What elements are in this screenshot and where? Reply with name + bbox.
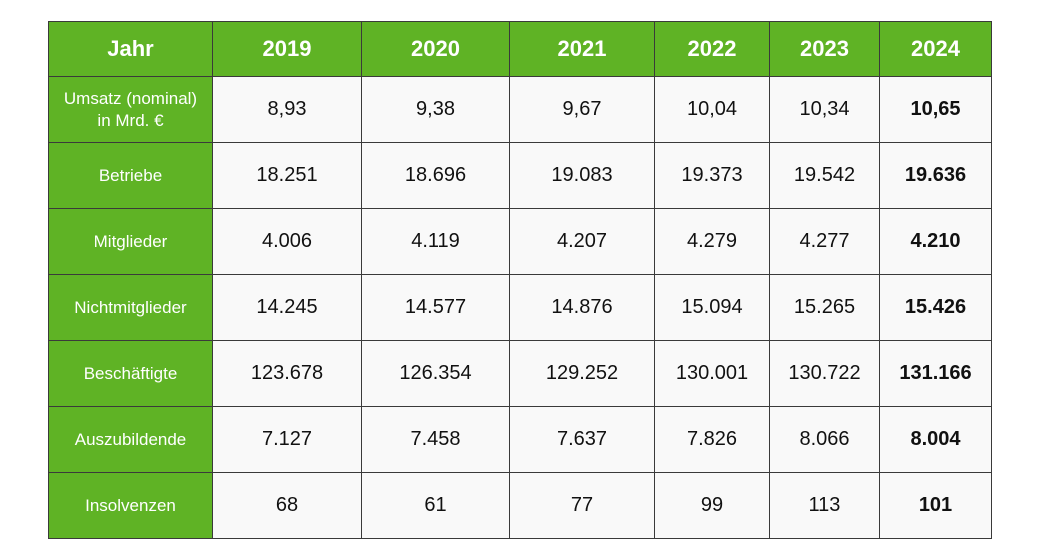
value-cell: 15.426 [879,274,992,341]
value-cell: 14.245 [212,274,362,341]
value-cell: 129.252 [509,340,655,407]
value-cell: 7.458 [361,406,510,473]
value-cell: 4.207 [509,208,655,275]
statistics-table: Jahr 2019 2020 2021 2022 2023 2024 Umsat… [48,21,992,539]
row-label-cell: Auszubildende [48,406,213,473]
table-row: Umsatz (nominal) in Mrd. €8,93 9,38 9,67 10,… [48,76,992,143]
value-cell: 7.826 [654,406,770,473]
table-row: Mitglieder 4.006 4.119 4.207 4.279 4.277 4.210 [48,208,992,275]
value-cell: 14.876 [509,274,655,341]
header-cell-year: 2020 [361,21,510,77]
row-label-cell: Umsatz (nominal) in Mrd. € [48,76,213,143]
header-cell-label: Jahr [48,21,213,77]
row-label: Auszubildende [74,429,187,449]
header-cell-year: 2023 [769,21,880,77]
value-cell: 19.636 [879,142,992,209]
value-cell: 7.637 [509,406,655,473]
value-cell: 99 [654,472,770,539]
row-label: Insolvenzen [85,495,176,515]
value-cell: 10,04 [654,76,770,143]
value-cell: 15.265 [769,274,880,341]
value-cell: 19.373 [654,142,770,209]
value-cell: 4.279 [654,208,770,275]
value-cell: 4.006 [212,208,362,275]
value-cell: 18.251 [212,142,362,209]
table-row: Beschäftigte 123.678 126.354 129.252 130.001… [48,340,992,407]
row-label-cell: Insolvenzen [48,472,213,539]
header-row: Jahr 2019 2020 2021 2022 2023 2024 [48,21,992,77]
value-cell: 9,38 [361,76,510,143]
table-row: Betriebe 18.251 18.696 19.083 19.373 19.542 19… [48,142,992,209]
value-cell: 131.166 [879,340,992,407]
value-cell: 18.696 [361,142,510,209]
value-cell: 9,67 [509,76,655,143]
value-cell: 8.004 [879,406,992,473]
value-cell: 61 [361,472,510,539]
value-cell: 10,34 [769,76,880,143]
value-cell: 77 [509,472,655,539]
value-cell: 8,93 [212,76,362,143]
value-cell: 68 [212,472,362,539]
header-cell-year: 2021 [509,21,655,77]
value-cell: 130.722 [769,340,880,407]
table-row: Insolvenzen 68 61 77 99 113 101 [48,472,992,539]
value-cell: 4.277 [769,208,880,275]
value-cell: 19.083 [509,142,655,209]
value-cell: 123.678 [212,340,362,407]
header-cell-year: 2022 [654,21,770,77]
value-cell: 113 [769,472,880,539]
row-label: Betriebe [98,165,163,185]
value-cell: 4.210 [879,208,992,275]
row-label: Mitglieder [93,231,168,251]
row-label: Umsatz (nominal) [63,88,198,108]
value-cell: 15.094 [654,274,770,341]
value-cell: 8.066 [769,406,880,473]
value-cell: 101 [879,472,992,539]
header-cell-year: 2019 [212,21,362,77]
table-row: Auszubildende 7.127 7.458 7.637 7.826 8.066 8.… [48,406,992,473]
value-cell: 7.127 [212,406,362,473]
row-label-cell: Nichtmitglieder [48,274,213,341]
value-cell: 126.354 [361,340,510,407]
row-label-cell: Beschäftigte [48,340,213,407]
header-cell-year: 2024 [879,21,992,77]
row-label-cell: Mitglieder [48,208,213,275]
row-label: Nichtmitglieder [74,297,187,317]
value-cell: 4.119 [361,208,510,275]
row-label-unit: in Mrd. € [97,110,164,130]
value-cell: 130.001 [654,340,770,407]
value-cell: 10,65 [879,76,992,143]
table-body: Umsatz (nominal) in Mrd. €8,93 9,38 9,67 10,… [48,76,992,539]
row-label-cell: Betriebe [48,142,213,209]
row-label: Beschäftigte [83,363,178,383]
table-row: Nichtmitglieder 14.245 14.577 14.876 15.094 1… [48,274,992,341]
value-cell: 14.577 [361,274,510,341]
value-cell: 19.542 [769,142,880,209]
